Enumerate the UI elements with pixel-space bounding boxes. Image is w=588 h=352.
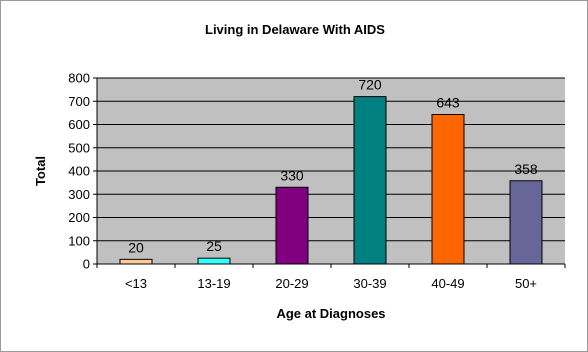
data-label: 643 <box>436 95 460 111</box>
data-label: 330 <box>280 167 304 183</box>
y-axis-ticks: 0 100 200 300 400 500 600 700 800 <box>68 71 97 272</box>
y-tick-label: 200 <box>68 210 90 225</box>
data-label: 358 <box>514 161 538 177</box>
bar-4 <box>353 96 387 265</box>
x-tick-label: <13 <box>125 276 147 291</box>
bar-5 <box>431 114 465 265</box>
x-tick-label: 30-39 <box>353 276 386 291</box>
y-tick-label: 0 <box>83 257 90 272</box>
y-tick-label: 500 <box>68 140 90 155</box>
bar-1 <box>119 258 153 265</box>
bar-3 <box>275 186 309 265</box>
x-tick-label: 13-19 <box>197 276 230 291</box>
y-axis-title: Total <box>33 156 48 186</box>
y-tick-label: 400 <box>68 164 90 179</box>
data-label: 20 <box>128 239 144 255</box>
bar-6 <box>509 180 543 265</box>
y-tick-label: 600 <box>68 117 90 132</box>
y-tick-label: 700 <box>68 94 90 109</box>
bar-2 <box>197 257 231 265</box>
y-tick-label: 800 <box>68 71 90 86</box>
y-tick-label: 300 <box>68 187 90 202</box>
gridlines <box>97 77 565 242</box>
x-tick-label: 50+ <box>515 276 537 291</box>
chart-title: Living in Delaware With AIDS <box>205 22 385 37</box>
data-label: 25 <box>206 238 222 254</box>
x-tick-label: 40-49 <box>431 276 464 291</box>
data-label: 720 <box>358 77 382 93</box>
y-tick-label: 100 <box>68 233 90 248</box>
x-axis-ticks: <13 13-19 20-29 30-39 40-49 50+ <box>96 264 566 291</box>
x-tick-label: 20-29 <box>275 276 308 291</box>
x-axis-title: Age at Diagnoses <box>276 306 385 321</box>
data-labels: 20 25 330 720 643 358 <box>128 77 538 256</box>
